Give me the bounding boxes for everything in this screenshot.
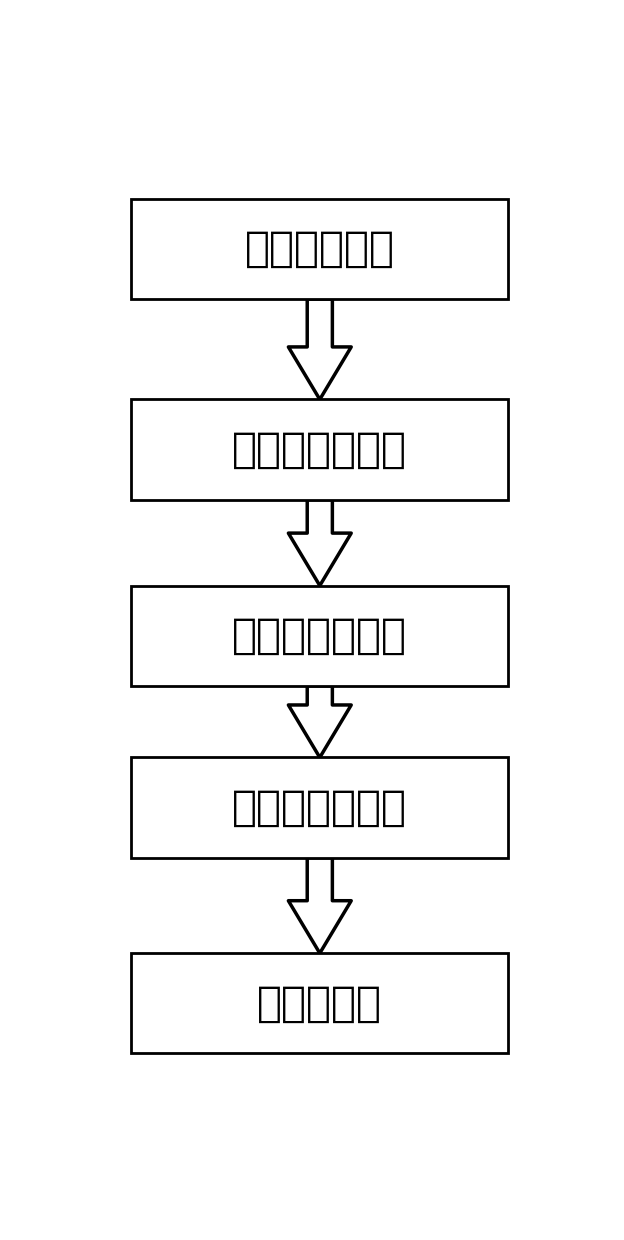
Bar [131, 758, 509, 858]
Text: 第一次外形加工: 第一次外形加工 [232, 429, 407, 470]
Bar [131, 585, 509, 686]
Bar [131, 198, 509, 299]
Text: 灯芯板精准测试: 灯芯板精准测试 [232, 615, 407, 657]
Bar [131, 954, 509, 1054]
Text: 工程资料设计: 工程资料设计 [245, 228, 395, 270]
Polygon shape [288, 299, 351, 399]
Polygon shape [288, 500, 351, 585]
Text: 检查、清洗: 检查、清洗 [257, 982, 383, 1024]
Text: 第二次外形加工: 第二次外形加工 [232, 786, 407, 828]
Polygon shape [288, 858, 351, 954]
Bar [131, 399, 509, 500]
Polygon shape [288, 686, 351, 758]
